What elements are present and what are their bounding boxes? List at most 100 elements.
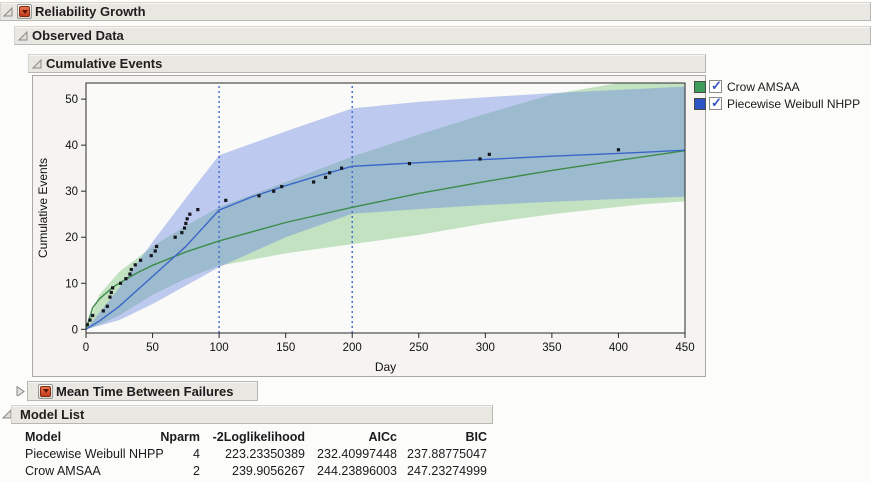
data-point[interactable] <box>119 281 123 285</box>
data-point[interactable] <box>224 198 228 203</box>
data-point[interactable] <box>487 152 491 156</box>
y-tick-label: 40 <box>65 140 78 152</box>
data-point[interactable] <box>188 212 192 216</box>
data-point[interactable] <box>184 221 188 226</box>
data-point[interactable] <box>108 295 112 299</box>
x-tick-label: 300 <box>476 342 495 354</box>
model-stat-cell: 223.23350389 <box>225 446 305 461</box>
red-triangle-menu-icon[interactable] <box>38 383 53 399</box>
x-tick-label: 100 <box>210 342 229 354</box>
y-axis-label: Cumulative Events <box>36 158 50 258</box>
column-header: Nparm <box>160 429 200 444</box>
data-point[interactable] <box>272 189 276 193</box>
column-header: Model <box>25 429 62 444</box>
data-point[interactable] <box>153 249 157 253</box>
section-bar-model-list: Model List <box>11 405 493 424</box>
data-point[interactable] <box>173 235 177 239</box>
crow-amsaa-fit-line <box>86 149 685 330</box>
model-list-table: Model Nparm -2Loglikelihood AICc BIC Piecewis… <box>25 428 487 479</box>
piecewise-weibull-confidence-band <box>86 86 685 330</box>
data-point[interactable] <box>616 148 621 152</box>
plot-background <box>86 83 685 333</box>
data-point[interactable] <box>185 217 189 221</box>
red-triangle-menu-icon[interactable] <box>17 4 32 19</box>
section-bar-cumulative-events: Cumulative Events <box>28 54 706 73</box>
disclosure-open-icon[interactable] <box>32 58 42 69</box>
model-name-cell: Crow AMSAA <box>25 463 101 478</box>
section-title-model-list: Model List <box>20 407 85 422</box>
data-point[interactable] <box>257 194 261 198</box>
data-point[interactable] <box>478 157 482 161</box>
data-point[interactable] <box>196 208 200 212</box>
data-point[interactable] <box>86 323 89 327</box>
data-point[interactable] <box>109 290 113 295</box>
plot-area[interactable] <box>86 83 685 333</box>
x-tick-label: 350 <box>542 342 561 354</box>
cumulative-events-chart[interactable]: 0 50 100 150 200 250 300 350 400 450 0 10 20 30 40 50 Da… <box>32 75 706 377</box>
data-point[interactable] <box>124 277 128 281</box>
crow-amsaa-confidence-band <box>86 83 685 330</box>
data-point[interactable] <box>128 272 132 276</box>
section-title-reliability-growth: Reliability Growth <box>35 4 146 19</box>
model-name-cell: Piecewise Weibull NHPP <box>25 446 164 461</box>
data-point[interactable] <box>180 231 184 235</box>
model-stat-cell: 232.40997448 <box>317 446 397 461</box>
data-point[interactable] <box>149 254 153 258</box>
data-point[interactable] <box>133 263 137 267</box>
x-tick-label: 150 <box>276 342 295 354</box>
data-point[interactable] <box>327 171 332 175</box>
data-point[interactable] <box>312 180 316 184</box>
legend-color-swatch <box>694 97 706 110</box>
legend-checkbox[interactable]: ✓ <box>709 78 722 93</box>
legend-label: Crow AMSAA <box>727 79 800 94</box>
data-point[interactable] <box>91 313 95 318</box>
model-stat-cell: 237.88775047 <box>407 446 487 461</box>
data-point[interactable] <box>154 244 159 249</box>
model-stat-cell: 4 <box>193 446 200 461</box>
data-point[interactable] <box>111 286 115 290</box>
legend-color-swatch <box>694 80 706 93</box>
x-tick-label: 0 <box>83 342 89 354</box>
section-bar-mtbf: Mean Time Between Failures <box>27 381 258 401</box>
x-tick-label: 450 <box>675 342 694 354</box>
section-bar-reliability-growth: Reliability Growth <box>0 2 871 21</box>
data-point[interactable] <box>339 166 344 170</box>
data-point[interactable] <box>324 175 328 179</box>
plot-border <box>85 82 686 334</box>
model-stat-cell: 247.23274999 <box>407 463 487 478</box>
disclosure-open-icon[interactable] <box>3 6 13 17</box>
disclosure-open-icon[interactable] <box>18 30 28 41</box>
data-point[interactable] <box>129 267 133 272</box>
check-icon: ✓ <box>711 95 722 110</box>
column-header: BIC <box>465 429 487 444</box>
section-bar-observed-data: Observed Data <box>14 26 871 45</box>
section-title-cumulative-events: Cumulative Events <box>46 56 163 71</box>
x-tick-label: 50 <box>146 342 159 354</box>
model-stat-cell: 2 <box>193 463 200 478</box>
x-axis-label: Day <box>375 360 396 374</box>
x-tick-label: 250 <box>409 342 428 354</box>
y-tick-label: 10 <box>65 278 78 290</box>
data-point[interactable] <box>280 184 284 189</box>
data-point[interactable] <box>88 318 92 322</box>
legend-item: ✓ Piecewise Weibull NHPP <box>694 95 860 112</box>
data-point[interactable] <box>407 161 412 166</box>
table-row[interactable]: Crow AMSAA 2 239.9056267 244.23896003 247.23… <box>25 462 487 479</box>
legend-checkbox[interactable]: ✓ <box>709 95 722 110</box>
data-point[interactable] <box>182 226 187 230</box>
table-row[interactable]: Piecewise Weibull NHPP 4 223.23350389 232.4… <box>25 445 487 462</box>
model-stat-cell: 244.23896003 <box>317 463 397 478</box>
column-header: AICc <box>368 429 397 444</box>
section-title-observed-data: Observed Data <box>32 28 124 43</box>
y-tick-label: 0 <box>72 324 78 336</box>
column-header: -2Loglikelihood <box>212 429 305 444</box>
x-tick-label: 400 <box>609 342 628 354</box>
y-tick-label: 20 <box>65 232 78 244</box>
data-point[interactable] <box>138 258 143 262</box>
cumulative-events-plot[interactable]: 0 50 100 150 200 250 300 350 400 450 0 10 20 30 40 50 Da… <box>33 76 705 376</box>
data-point[interactable] <box>101 309 105 313</box>
disclosure-collapsed-icon[interactable] <box>16 386 26 396</box>
chart-legend: ✓ Crow AMSAA ✓ Piecewise Weibull NHPP <box>694 78 860 112</box>
data-point[interactable] <box>105 304 109 308</box>
